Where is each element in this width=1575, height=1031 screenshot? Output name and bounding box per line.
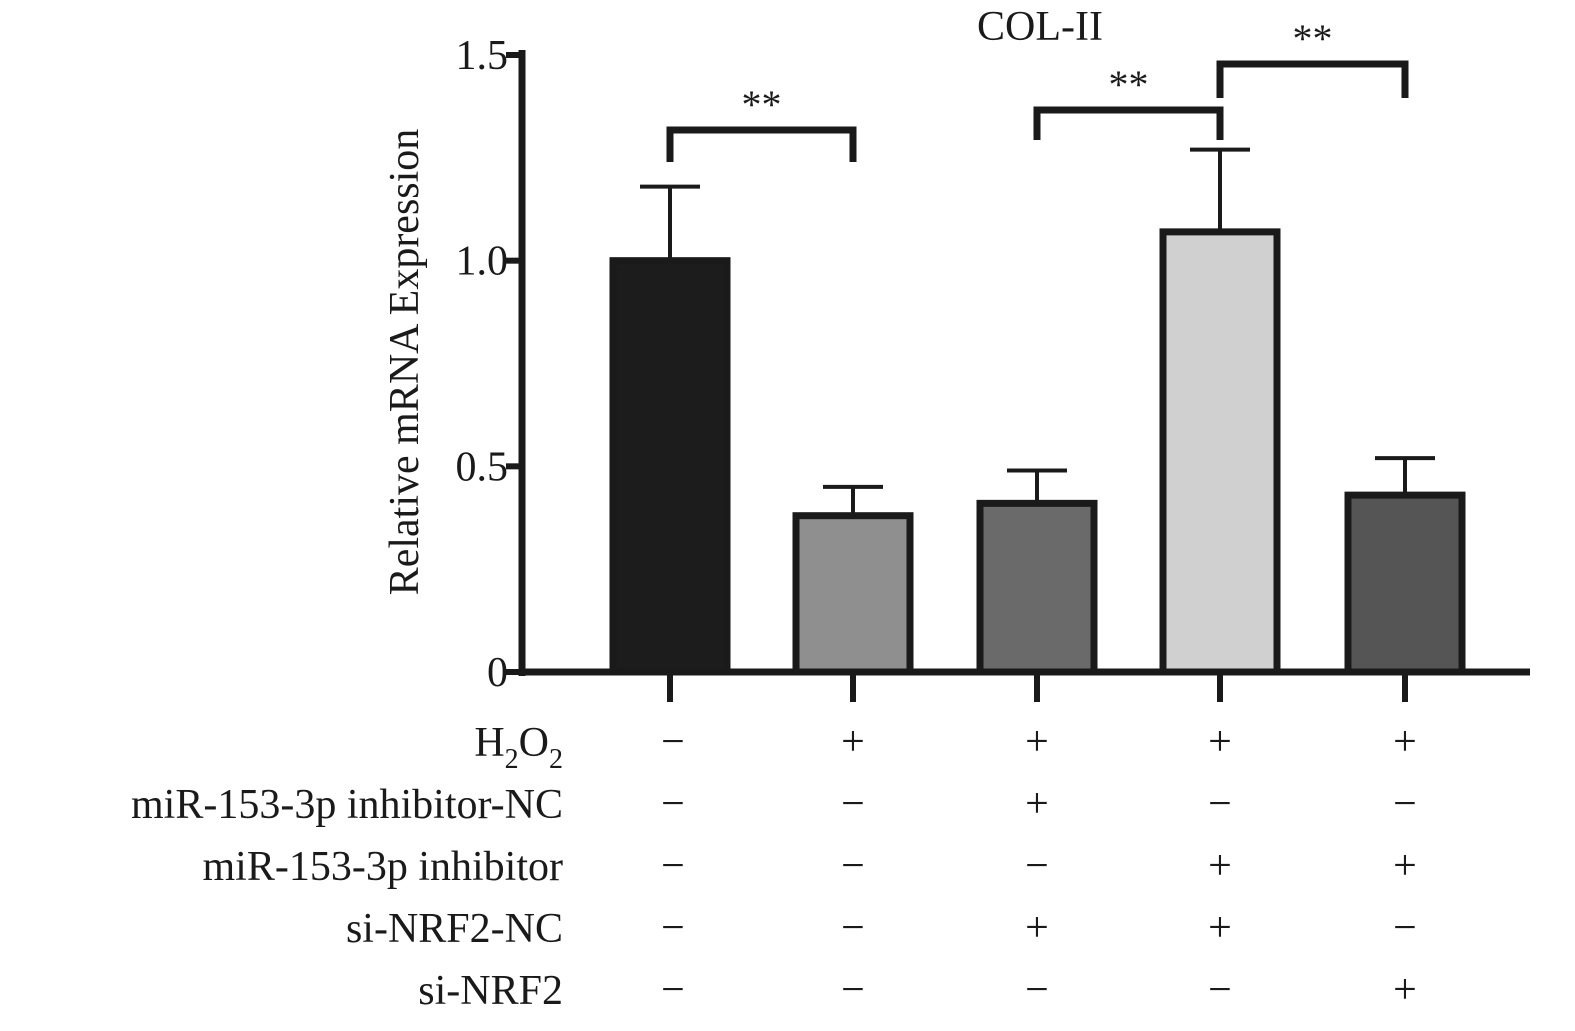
treatment-sign: − <box>1393 905 1417 951</box>
treatment-sign: + <box>1025 905 1049 951</box>
treatment-sign: − <box>1025 967 1049 1013</box>
bar <box>609 257 731 676</box>
treatment-label: si-NRF2 <box>418 968 563 1014</box>
treatment-sign: + <box>1393 967 1417 1013</box>
treatment-label: miR-153-3p inhibitor-NC <box>131 782 563 828</box>
chart-title: COL-II <box>977 4 1103 50</box>
treatment-sign: − <box>841 905 865 951</box>
treatment-label-part: 2 <box>505 744 519 775</box>
treatment-sign: + <box>1208 843 1232 889</box>
treatment-sign: − <box>841 781 865 827</box>
bar <box>792 512 914 676</box>
axes-layer: 0 0.5 1.0 1.5 <box>456 33 1530 702</box>
treatment-sign: − <box>1025 843 1049 889</box>
treatment-sign: − <box>841 843 865 889</box>
treatment-label: si-NRF2-NC <box>346 906 563 952</box>
y-tick-label: 1.5 <box>456 33 509 79</box>
y-tick-label: 0.5 <box>456 444 509 490</box>
treatment-sign: + <box>1025 719 1049 765</box>
treatment-sign: − <box>661 719 685 765</box>
treatment-sign: + <box>1208 719 1232 765</box>
significance-bracket <box>666 126 857 162</box>
treatment-sign: − <box>1208 781 1232 827</box>
treatment-sign: − <box>661 967 685 1013</box>
treatment-sign: − <box>841 967 865 1013</box>
y-tick-label: 0 <box>487 650 508 696</box>
treatment-label-part: O <box>519 720 549 766</box>
treatment-sign: − <box>661 843 685 889</box>
significance-bracket <box>1216 60 1409 98</box>
bar <box>1159 228 1281 676</box>
bar <box>1344 491 1466 676</box>
significance-bracket <box>1033 106 1224 140</box>
y-axis-label: Relative mRNA Expression <box>382 129 428 596</box>
treatment-sign: + <box>841 719 865 765</box>
bars-layer <box>609 147 1466 676</box>
treatment-sign: + <box>1393 719 1417 765</box>
treatment-label: miR-153-3p inhibitor <box>203 844 564 890</box>
treatment-sign: + <box>1393 843 1417 889</box>
treatment-label: H2O2 <box>474 720 563 775</box>
significance-label: ** <box>1109 62 1149 107</box>
treatment-sign: + <box>1208 905 1232 951</box>
bar <box>976 499 1098 676</box>
treatment-sign: − <box>1208 967 1232 1013</box>
treatment-sign: + <box>1025 781 1049 827</box>
treatment-label-part: H <box>474 720 504 766</box>
significance-label: ** <box>1293 16 1333 61</box>
treatment-table: H2O2− + + + +miR-153-3p inhibitor-NC − − + − −miR… <box>131 719 1417 1014</box>
y-tick-label: 1.0 <box>456 239 509 285</box>
treatment-sign: − <box>661 905 685 951</box>
treatment-sign: − <box>1393 781 1417 827</box>
treatment-sign: − <box>661 781 685 827</box>
significance-label: ** <box>742 82 782 127</box>
treatment-label-part: 2 <box>549 744 563 775</box>
significance-layer: ** ** ** <box>666 16 1409 162</box>
